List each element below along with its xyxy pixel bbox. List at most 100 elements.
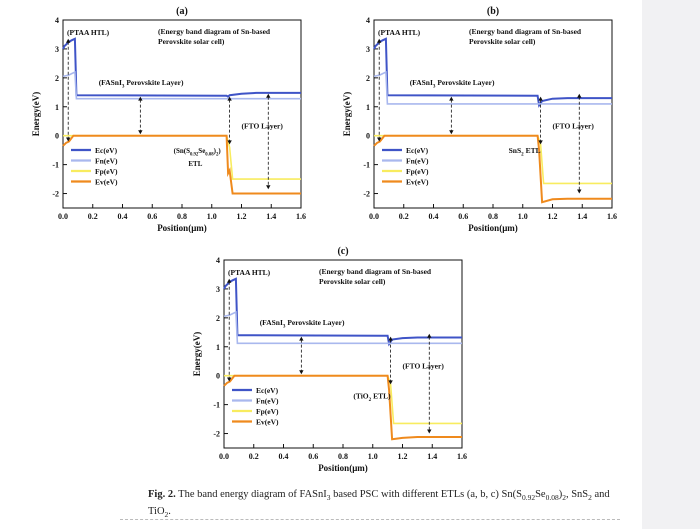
panel-label: (a) bbox=[176, 6, 188, 17]
caption-text: and TiO bbox=[148, 489, 610, 518]
y-tick-label: -1 bbox=[52, 161, 59, 170]
chart-title-line: (Energy band diagram of Sn-based bbox=[319, 267, 432, 276]
figure-caption: Fig. 2. The band energy diagram of FASnI… bbox=[148, 488, 618, 522]
caption-text: Se bbox=[535, 489, 546, 500]
annotation-etl: SnS2 ETL bbox=[509, 146, 541, 158]
x-tick-label: 0.0 bbox=[58, 212, 68, 221]
annotation-perovskite-part: 3 bbox=[122, 84, 125, 90]
y-tick-label: 1 bbox=[216, 343, 220, 352]
chart-title-line: (Energy band diagram of Sn-based bbox=[158, 27, 271, 36]
arrow-up-icon bbox=[227, 96, 232, 101]
caption-sub: 2 bbox=[164, 510, 169, 520]
chart-title: (Energy band diagram of Sn-based Perovski… bbox=[319, 267, 432, 286]
arrow-up-icon bbox=[138, 96, 143, 101]
y-tick-label: -2 bbox=[363, 190, 370, 199]
annotation-fto: (FTO Layer) bbox=[553, 121, 595, 130]
x-tick-label: 1.2 bbox=[398, 452, 408, 461]
annotation-etl-part: 2 bbox=[369, 397, 372, 403]
legend-label: Ec(eV) bbox=[406, 146, 429, 155]
annotation-etl: (Sn(S0.92Se0.08)2) bbox=[174, 147, 222, 158]
arrow-up-icon bbox=[377, 38, 382, 43]
chart-panel-2: (b) -2 -1 0 1 2 3 4 0.0 0.2 0.4 0.6 0.8 1.0 1.2 1.4 1.6 P… bbox=[342, 6, 617, 233]
series-line-ecev bbox=[223, 277, 462, 347]
y-tick-label: 2 bbox=[55, 74, 59, 83]
legend-label: Ec(eV) bbox=[95, 146, 118, 155]
x-tick-label: 0.2 bbox=[249, 452, 259, 461]
series-line-evev bbox=[62, 134, 301, 195]
series-line-fnev bbox=[223, 310, 462, 345]
series-line-evev bbox=[223, 374, 462, 441]
x-tick-label: 1.4 bbox=[577, 212, 587, 221]
y-tick-label: 2 bbox=[216, 314, 220, 323]
x-tick-label: 1.6 bbox=[607, 212, 617, 221]
x-tick-label: 1.6 bbox=[457, 452, 467, 461]
annotation-htl: (PTAA HTL) bbox=[228, 268, 271, 277]
annotation-etl-part: SnS bbox=[509, 146, 522, 155]
annotation-perovskite-part: (FASnI bbox=[260, 318, 283, 327]
chart-title-line: Perovskite solar cell) bbox=[469, 37, 536, 46]
y-tick-label: 4 bbox=[55, 16, 59, 25]
y-tick-label: 4 bbox=[216, 256, 220, 265]
annotation-perovskite-part: (FASnI bbox=[99, 78, 122, 87]
x-axis-label: Position(μm) bbox=[468, 223, 518, 233]
series-line-evev bbox=[373, 134, 612, 204]
annotation-etl-2: ETL bbox=[188, 160, 202, 168]
annotation-etl-part: 2 bbox=[216, 153, 219, 158]
caption-sub: 2 bbox=[562, 493, 566, 503]
annotation-perovskite-part: (FASnI bbox=[410, 78, 433, 87]
arrow-down-icon bbox=[577, 189, 582, 194]
y-tick-label: 2 bbox=[366, 74, 370, 83]
series-line-fnev bbox=[373, 70, 612, 105]
legend-label: Ev(eV) bbox=[95, 178, 118, 187]
y-axis-label: Energy(eV) bbox=[342, 92, 352, 137]
y-axis-label: Energy(eV) bbox=[192, 332, 202, 377]
legend-label: Fp(eV) bbox=[256, 407, 279, 416]
caption-text: . bbox=[168, 506, 171, 518]
arrow-up-icon bbox=[266, 93, 271, 98]
arrow-down-icon bbox=[388, 380, 393, 385]
y-tick-label: -2 bbox=[213, 430, 220, 439]
caption-sub: 0.92 bbox=[521, 493, 536, 503]
annotation-etl-part: Se bbox=[198, 147, 205, 155]
legend-label: Ev(eV) bbox=[256, 418, 279, 427]
annotation-perovskite-part: 3 bbox=[433, 84, 436, 90]
x-tick-label: 0.2 bbox=[88, 212, 98, 221]
x-tick-label: 1.4 bbox=[427, 452, 437, 461]
annotation-etl-part: 0.08 bbox=[205, 153, 214, 158]
x-tick-label: 0.0 bbox=[369, 212, 379, 221]
y-tick-label: 1 bbox=[366, 103, 370, 112]
annotation-perovskite-part: Perovskite Layer) bbox=[285, 318, 345, 327]
legend-label: Fn(eV) bbox=[256, 397, 279, 406]
x-tick-label: 1.2 bbox=[548, 212, 558, 221]
figure-canvas: (a) -2 -1 0 1 2 3 4 0.0 0.2 0.4 0.6 0.8 1.0 1.2 1.4 1.6 P… bbox=[31, 6, 617, 473]
arrow-up-icon bbox=[449, 96, 454, 101]
panel-label: (c) bbox=[337, 246, 348, 257]
y-tick-label: 0 bbox=[55, 132, 59, 141]
arrow-up-icon bbox=[538, 96, 543, 101]
legend-label: Fp(eV) bbox=[406, 167, 429, 176]
arrow-up-icon bbox=[66, 38, 71, 43]
chart-title-line: Perovskite solar cell) bbox=[158, 37, 225, 46]
arrow-down-icon bbox=[538, 140, 543, 145]
arrow-down-icon bbox=[227, 377, 232, 382]
annotation-etl-part: (TiO bbox=[353, 391, 368, 400]
x-tick-label: 0.4 bbox=[429, 212, 439, 221]
x-tick-label: 0.8 bbox=[177, 212, 187, 221]
annotation-htl: (PTAA HTL) bbox=[67, 28, 110, 37]
arrow-up-icon bbox=[388, 336, 393, 341]
y-axis-label: Energy(eV) bbox=[31, 92, 41, 137]
x-axis-label: Position(μm) bbox=[157, 223, 207, 233]
arrow-down-icon bbox=[66, 137, 71, 142]
chart-title: (Energy band diagram of Sn-based Perovski… bbox=[469, 27, 582, 46]
x-tick-label: 0.6 bbox=[458, 212, 468, 221]
caption-sub: 2 bbox=[588, 493, 592, 503]
x-tick-label: 1.6 bbox=[296, 212, 306, 221]
annotation-etl-part: ETL) bbox=[371, 391, 391, 400]
arrow-down-icon bbox=[138, 130, 143, 135]
chart-panel-1: (a) -2 -1 0 1 2 3 4 0.0 0.2 0.4 0.6 0.8 1.0 1.2 1.4 1.6 P… bbox=[31, 6, 306, 233]
series-line-fpev bbox=[374, 134, 612, 185]
divider bbox=[120, 519, 620, 520]
arrow-up-icon bbox=[299, 336, 304, 341]
y-tick-label: 3 bbox=[366, 45, 370, 54]
x-tick-label: 0.4 bbox=[118, 212, 128, 221]
